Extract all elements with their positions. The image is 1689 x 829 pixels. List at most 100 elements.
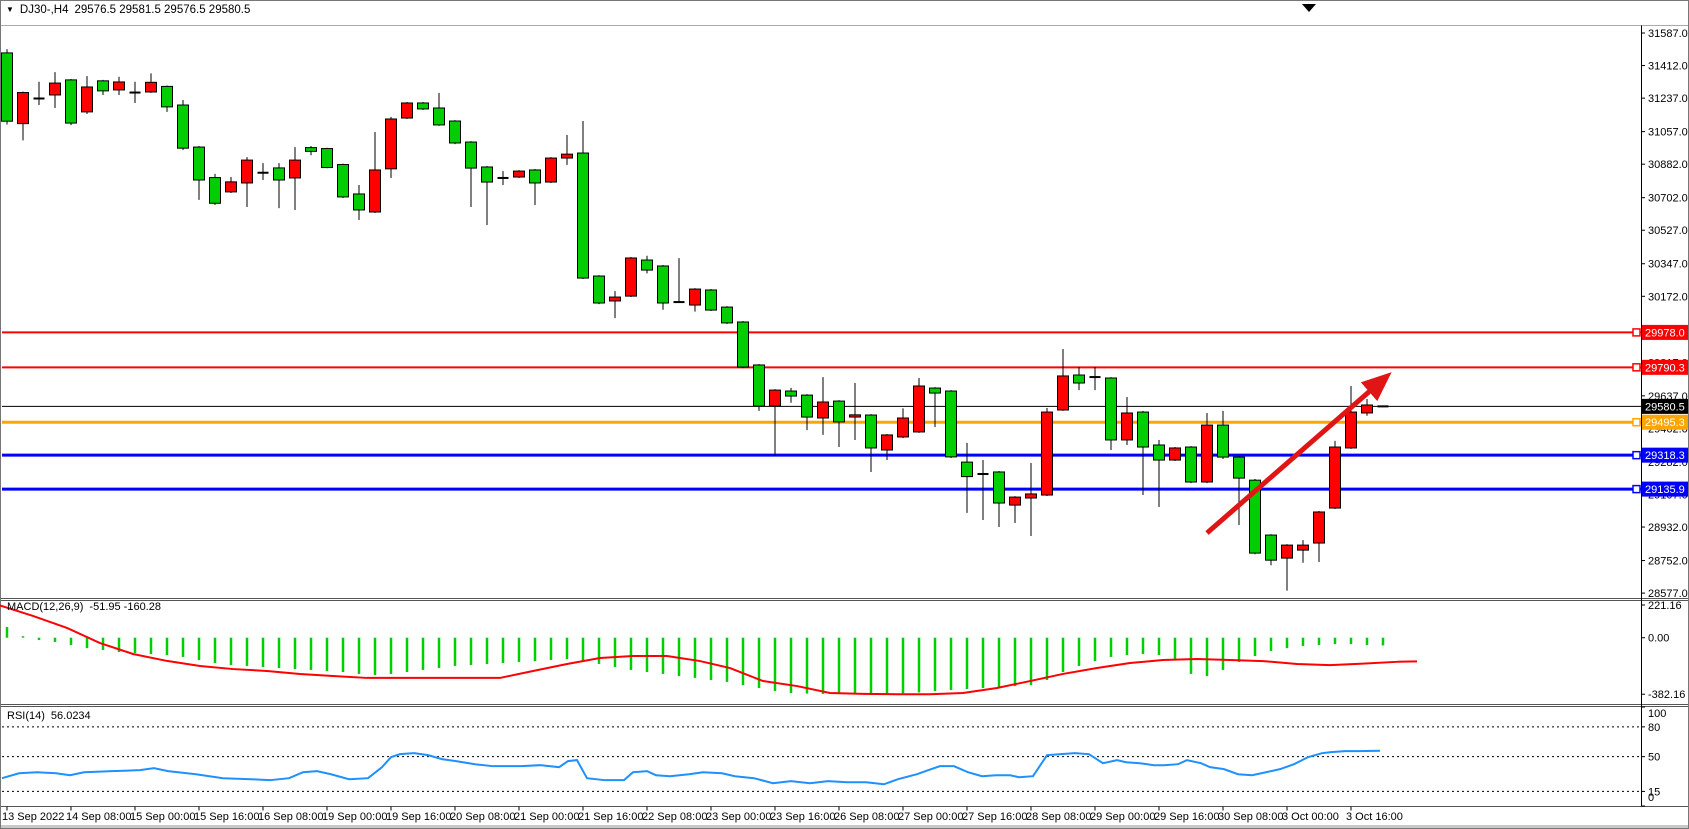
candle (1073, 367, 1085, 391)
rsi-name-label: RSI(14) (7, 710, 45, 722)
line-anchor[interactable] (1632, 450, 1641, 460)
line-anchor[interactable] (1632, 484, 1641, 494)
candle (657, 265, 669, 310)
candle (17, 91, 29, 141)
macd-name-label: MACD(12,26,9) (7, 601, 84, 613)
candle (1233, 455, 1245, 525)
candle (1, 49, 13, 125)
price-tick-label: 28752.0 (1648, 556, 1688, 568)
rsi-axis-label: 0 (1648, 792, 1654, 804)
line-price-label: 29495.3 (1632, 414, 1688, 430)
candle (433, 92, 445, 126)
symbol-dropdown-icon[interactable]: ▼ (6, 5, 14, 14)
candle (305, 145, 317, 156)
candle (769, 389, 781, 456)
candle (417, 102, 429, 111)
candle (1105, 377, 1117, 451)
time-tick-label: 27 Sep 00:00 (898, 811, 963, 823)
candle (289, 147, 301, 210)
trend-arrow[interactable] (1205, 372, 1392, 535)
time-tick-label: 22 Sep 08:00 (642, 811, 707, 823)
rsi-value-label: 56.0234 (50, 710, 91, 722)
candle (1057, 348, 1069, 411)
line-anchor[interactable] (1632, 328, 1641, 337)
time-tick-label: 20 Sep 08:00 (450, 811, 515, 823)
time-tick-label: 28 Sep 08:00 (1026, 811, 1091, 823)
time-tick-label: 14 Sep 08:00 (66, 811, 131, 823)
rsi-indicator-header: RSI(14) 56.0234 (7, 710, 91, 722)
rsi-line (1, 749, 1381, 786)
candle (993, 471, 1005, 528)
chart-title-bar: ▼ DJ30-,H4 29576.5 29581.5 29576.5 29580.5 (6, 4, 250, 16)
price-tick-label: 30347.0 (1648, 259, 1688, 271)
candle (257, 163, 269, 181)
candle (833, 400, 845, 448)
candle (865, 414, 877, 472)
candle (1025, 463, 1037, 536)
candle (161, 85, 173, 112)
candle (1153, 439, 1165, 507)
candle (1345, 385, 1357, 449)
candle (1329, 440, 1341, 509)
candle (577, 121, 589, 279)
macd-panel: 221.16 0.00 -382.16 (0, 600, 1685, 701)
price-tick-label: 31587.0 (1648, 28, 1688, 40)
time-tick-label: 21 Sep 00:00 (514, 811, 579, 823)
macd-axis-label: -382.16 (1648, 689, 1685, 701)
time-tick-label: 15 Sep 00:00 (130, 811, 195, 823)
candle (385, 116, 397, 178)
ohlc-values-label: 29576.5 29581.5 29576.5 29580.5 (74, 4, 251, 16)
chart-shift-marker-icon[interactable] (1302, 4, 1316, 12)
candle (673, 258, 685, 304)
svg-text:29318.3: 29318.3 (1645, 450, 1685, 462)
candle (1297, 540, 1309, 563)
line-price-label: 29318.3 (1632, 447, 1688, 463)
candle (1217, 410, 1229, 459)
rsi-axis-label: 50 (1648, 752, 1660, 764)
line-anchor[interactable] (1632, 363, 1641, 372)
macd-axis-label: 0.00 (1648, 633, 1669, 645)
candle (113, 76, 125, 95)
bottom-edge-strip (1, 825, 1688, 828)
rsi-axis-label: 80 (1648, 722, 1660, 734)
time-tick-label: 19 Sep 00:00 (322, 811, 387, 823)
macd-signal-line (0, 604, 1418, 696)
candle (1281, 544, 1293, 591)
time-tick-label: 19 Sep 16:00 (386, 811, 451, 823)
time-tick-label: 13 Sep 2022 (2, 811, 64, 823)
candle (369, 131, 381, 213)
candle (625, 257, 637, 298)
price-tick-label: 31057.0 (1648, 127, 1688, 139)
candle (97, 79, 109, 95)
candle (353, 185, 365, 221)
candle (129, 81, 141, 103)
candle (737, 321, 749, 369)
candle (913, 377, 925, 433)
candle (1009, 496, 1021, 523)
candle (1185, 446, 1197, 484)
candle (1169, 447, 1181, 461)
svg-text:29978.0: 29978.0 (1645, 327, 1685, 339)
time-tick-label: 23 Sep 16:00 (770, 811, 835, 823)
price-tick-label: 28932.0 (1648, 522, 1688, 534)
candle (641, 255, 653, 274)
macd-indicator-header: MACD(12,26,9) -51.95 -160.28 (7, 601, 161, 613)
candle (1313, 511, 1325, 563)
svg-text:29790.3: 29790.3 (1645, 362, 1685, 374)
price-axis[interactable]: 31587.0 31412.0 31237.0 31057.0 30882.0 30702… (1641, 28, 1688, 600)
svg-text:29495.3: 29495.3 (1645, 417, 1685, 429)
rsi-panel: 100 80 50 150 (1, 706, 1666, 807)
candle (1089, 367, 1101, 391)
line-anchor[interactable] (1632, 417, 1641, 427)
price-tick-label: 31412.0 (1648, 61, 1688, 73)
symbol-period-label: DJ30-,H4 (19, 4, 69, 16)
candle (881, 434, 893, 461)
candle (529, 169, 541, 205)
price-tick-label: 30882.0 (1648, 159, 1688, 171)
candle (1121, 396, 1133, 445)
line-price-label: 29790.3 (1632, 359, 1688, 375)
candle (593, 275, 605, 305)
candle (209, 173, 221, 205)
